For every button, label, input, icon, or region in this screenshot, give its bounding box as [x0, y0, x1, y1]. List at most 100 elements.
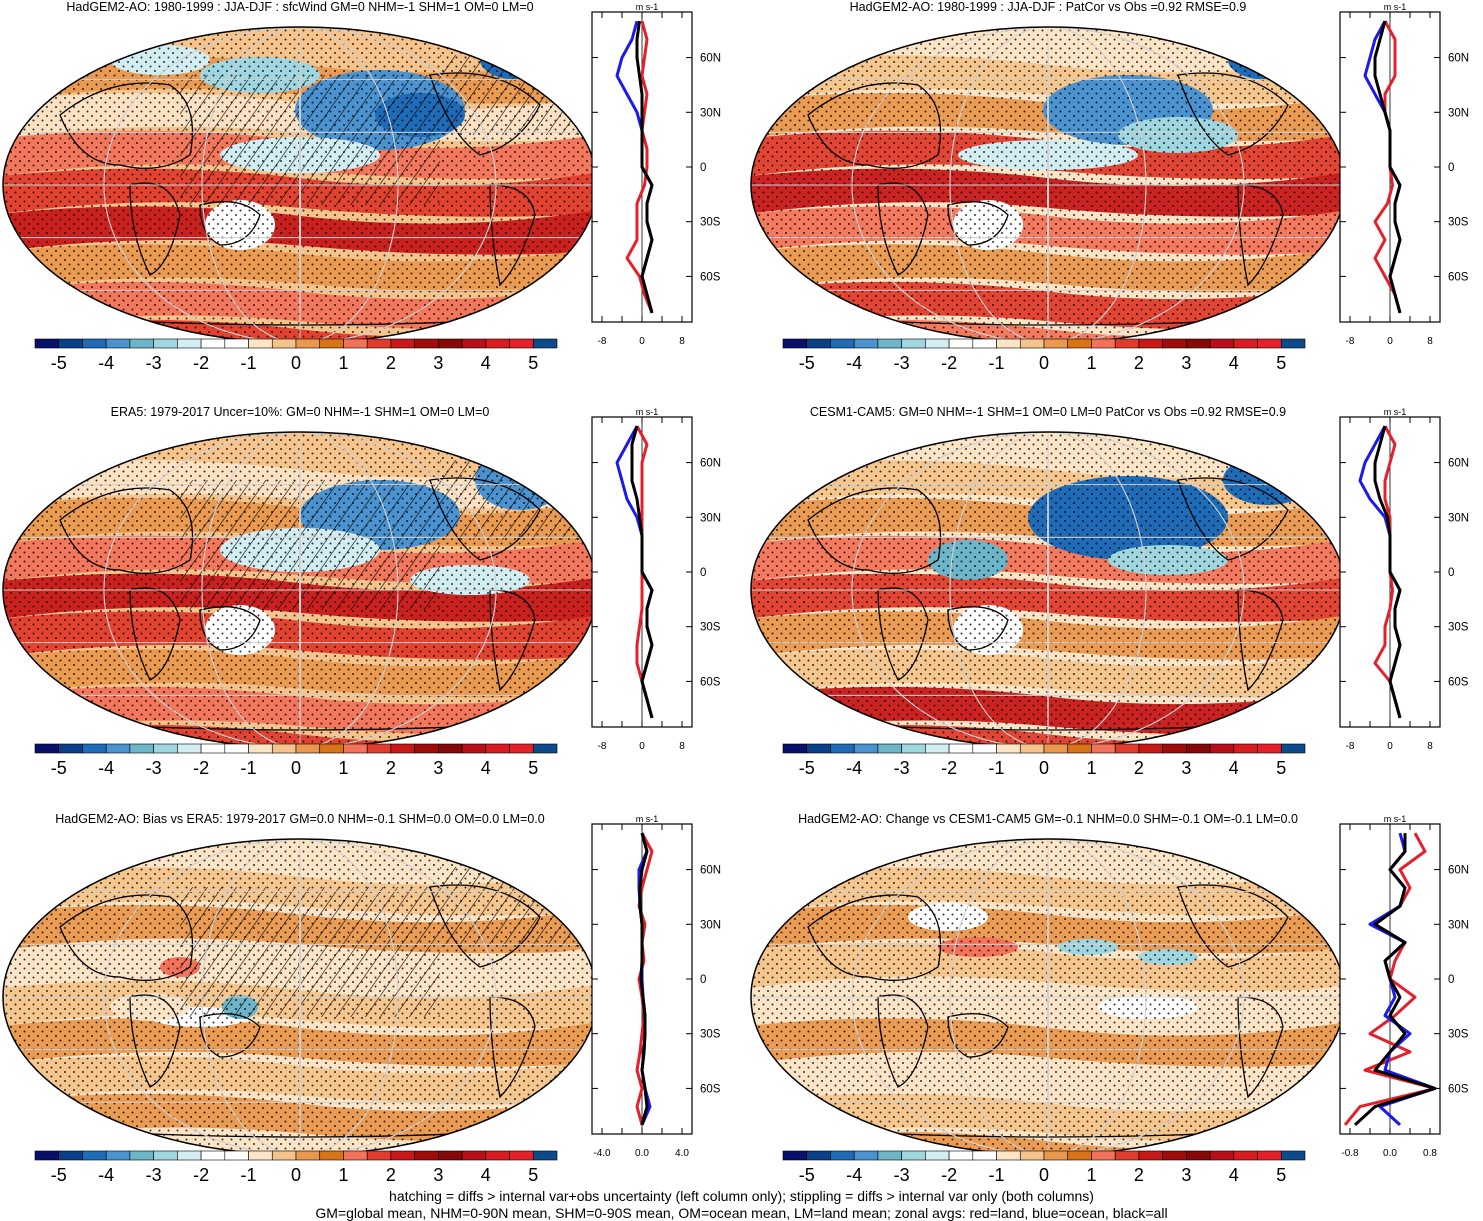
colorbar-swatch [295, 338, 321, 349]
colorbar-swatch [224, 743, 249, 754]
colorbar-swatch [438, 1150, 463, 1161]
colorbar-swatch [129, 338, 154, 349]
colorbar-label: 5 [1276, 758, 1286, 778]
colorbar-swatch [271, 338, 297, 349]
colorbar-swatch [58, 338, 83, 349]
colorbar-label: -4 [846, 353, 862, 373]
colorbar-swatch [248, 338, 273, 349]
colorbar-swatch [153, 743, 178, 754]
colorbar-swatch [414, 338, 439, 349]
colorbar-label: 0 [1039, 353, 1049, 373]
colorbar-label: -2 [193, 758, 209, 778]
colorbar-label: -1 [989, 1165, 1005, 1185]
colorbar-swatch [1043, 1150, 1069, 1161]
colorbar-label: 4 [1229, 1165, 1239, 1185]
colorbar-swatch [1209, 1150, 1235, 1161]
colorbar-swatch [996, 1150, 1021, 1161]
colorbar-swatch [1186, 338, 1211, 349]
profile-line-all [638, 832, 649, 1126]
colorbar-swatch [509, 743, 534, 754]
colorbar-swatch [200, 338, 226, 349]
profile-lat-tick: 0 [1448, 162, 1454, 174]
colorbar-swatch [1091, 338, 1116, 349]
colorbar-swatch [806, 1150, 831, 1161]
colorbar-label: -5 [51, 758, 67, 778]
zonal-profile: m s-1 -0.8 0.0 0.8 60N 30N 0 30S 60S [1339, 814, 1469, 1159]
colorbar-swatch [948, 338, 974, 349]
colorbar-swatch [129, 743, 154, 754]
profile-xtick: 0 [639, 741, 645, 752]
profile-lat-tick: 60S [1448, 676, 1469, 688]
colorbar-swatch [248, 1150, 273, 1161]
colorbar-swatch [901, 1150, 926, 1161]
colorbar-swatch [461, 743, 487, 754]
colorbar-swatch [1067, 1150, 1092, 1161]
colorbar-label: 4 [481, 353, 491, 373]
colorbar-label: -1 [241, 758, 257, 778]
colorbar-label: -5 [799, 758, 815, 778]
colorbar-label: 1 [1086, 758, 1096, 778]
colorbar: -5 -4 -3 -2 -1 0 1 2 3 4 5 [34, 743, 558, 778]
footer-line-1: hatching = diffs > internal var+obs unce… [389, 1188, 1094, 1204]
panel-graphics: -5 -4 -3 -2 -1 0 1 2 3 4 5 m s-1 -8 0 8 60N 30N 0 30S 60S [750, 407, 1469, 778]
profile-xtick: 0 [1387, 336, 1393, 347]
colorbar-swatch [532, 743, 558, 754]
colorbar-swatch [34, 338, 60, 349]
zonal-profile: m s-1 -8 0 8 60N 30N 0 30S 60S [1339, 407, 1469, 752]
colorbar-swatch [461, 338, 487, 349]
colorbar-swatch [1233, 1150, 1258, 1161]
profile-xtick: 8 [679, 336, 685, 347]
colorbar-label: 0 [291, 1165, 301, 1185]
colorbar-label: 1 [1086, 353, 1096, 373]
colorbar-swatch [438, 338, 463, 349]
colorbar-swatch [485, 338, 510, 349]
colorbar-label: -5 [799, 353, 815, 373]
panel-title: HadGEM2-AO: Change vs CESM1-CAM5 GM=-0.1… [798, 812, 1298, 826]
colorbar-swatch [532, 1150, 558, 1161]
colorbar-swatch [877, 1150, 902, 1161]
profile-lat-tick: 30S [700, 622, 721, 634]
profile-lat-tick: 60S [1448, 271, 1469, 283]
colorbar-swatch [782, 743, 808, 754]
colorbar-swatch [319, 338, 344, 349]
profile-lat-tick: 60N [1448, 458, 1469, 470]
colorbar-swatch [295, 1150, 321, 1161]
colorbar-label: 5 [1276, 1165, 1286, 1185]
colorbar-label: -2 [941, 1165, 957, 1185]
colorbar-label: -2 [941, 353, 957, 373]
map [2, 26, 598, 344]
colorbar-swatch [129, 1150, 154, 1161]
profile-unit: m s-1 [1384, 814, 1407, 824]
colorbar-swatch [1186, 743, 1211, 754]
colorbar-label: 1 [338, 353, 348, 373]
colorbar-swatch [200, 1150, 226, 1161]
profile-lat-tick: 30N [700, 107, 721, 119]
colorbar-swatch [390, 338, 415, 349]
colorbar-swatch [414, 1150, 439, 1161]
colorbar-label: -3 [894, 758, 910, 778]
colorbar-swatch [153, 338, 178, 349]
colorbar-swatch [248, 743, 273, 754]
colorbar-swatch [58, 1150, 83, 1161]
colorbar: -5 -4 -3 -2 -1 0 1 2 3 4 5 [782, 743, 1306, 778]
colorbar-swatch [1233, 743, 1258, 754]
colorbar-swatch [1138, 1150, 1163, 1161]
colorbar-swatch [782, 338, 808, 349]
colorbar-swatch [1019, 1150, 1045, 1161]
colorbar-label: 5 [1276, 353, 1286, 373]
colorbar-swatch [1162, 743, 1187, 754]
profile-unit: m s-1 [1384, 2, 1407, 12]
colorbar-swatch [1280, 1150, 1306, 1161]
zonal-profile: m s-1 -8 0 8 60N 30N 0 30S 60S [1339, 2, 1469, 347]
profile-lat-tick: 60S [700, 676, 721, 688]
colorbar-swatch [1114, 338, 1140, 349]
colorbar-label: 5 [528, 1165, 538, 1185]
colorbar-swatch [806, 743, 831, 754]
colorbar-swatch [830, 338, 855, 349]
colorbar-swatch [485, 743, 510, 754]
zonal-profile: m s-1 -8 0 8 60N 30N 0 30S 60S [591, 2, 721, 347]
colorbar-label: 2 [1134, 1165, 1144, 1185]
panel: CESM1-CAM5: GM=0 NHM=-1 SHM=1 OM=0 LM=0 … [748, 405, 1483, 812]
colorbar-label: -3 [146, 1165, 162, 1185]
colorbar-swatch [82, 1150, 107, 1161]
